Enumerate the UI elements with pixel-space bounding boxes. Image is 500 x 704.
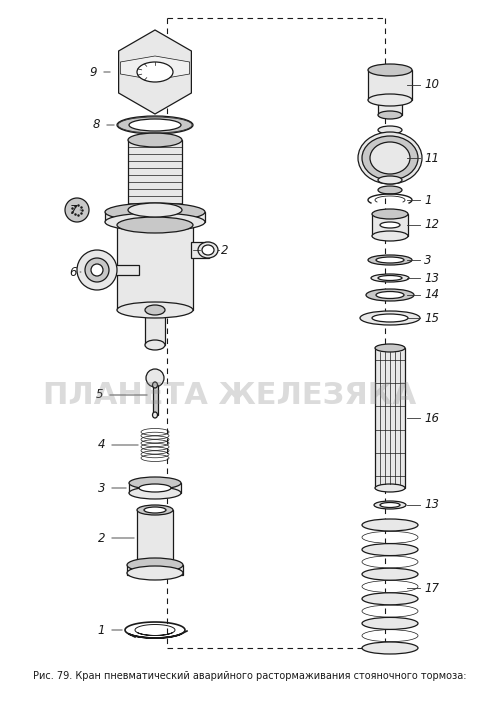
Bar xyxy=(372,214,408,236)
Ellipse shape xyxy=(105,213,205,231)
Text: 12: 12 xyxy=(424,218,439,232)
Ellipse shape xyxy=(362,617,418,629)
Ellipse shape xyxy=(362,519,418,531)
Ellipse shape xyxy=(137,505,173,515)
Text: 17: 17 xyxy=(424,582,439,594)
Text: 16: 16 xyxy=(424,412,439,425)
Ellipse shape xyxy=(152,412,158,418)
Ellipse shape xyxy=(372,314,408,322)
Bar xyxy=(368,70,412,100)
Ellipse shape xyxy=(117,302,193,318)
Text: 11: 11 xyxy=(424,151,439,165)
Ellipse shape xyxy=(198,242,218,258)
Text: 3: 3 xyxy=(98,482,105,494)
Ellipse shape xyxy=(117,217,193,233)
Bar xyxy=(375,348,405,488)
Ellipse shape xyxy=(362,543,418,555)
Ellipse shape xyxy=(368,94,412,106)
Circle shape xyxy=(85,258,109,282)
Ellipse shape xyxy=(380,503,400,508)
Bar xyxy=(137,510,173,567)
Bar xyxy=(191,242,209,258)
Text: 13: 13 xyxy=(424,272,439,284)
Ellipse shape xyxy=(378,126,402,134)
Ellipse shape xyxy=(128,133,182,147)
Ellipse shape xyxy=(378,111,402,119)
Ellipse shape xyxy=(366,289,414,301)
Text: Рис. 79. Кран пневматический аварийного растормаживания стояночного тормоза:: Рис. 79. Кран пневматический аварийного … xyxy=(33,671,467,681)
Text: 3: 3 xyxy=(424,253,432,267)
Bar xyxy=(152,385,158,415)
Circle shape xyxy=(91,264,103,276)
Ellipse shape xyxy=(380,222,400,228)
Ellipse shape xyxy=(378,186,402,194)
Ellipse shape xyxy=(137,62,173,82)
Text: 1: 1 xyxy=(424,194,432,206)
Circle shape xyxy=(146,369,164,387)
Ellipse shape xyxy=(152,382,158,388)
Ellipse shape xyxy=(144,507,166,513)
Text: 15: 15 xyxy=(424,311,439,325)
Bar xyxy=(378,100,402,115)
Polygon shape xyxy=(118,30,192,114)
Ellipse shape xyxy=(129,487,181,499)
Text: 2: 2 xyxy=(221,244,228,256)
Text: ПЛАНЕТА ЖЕЛЕЗЯКА: ПЛАНЕТА ЖЕЛЕЗЯКА xyxy=(44,380,416,410)
Ellipse shape xyxy=(376,257,404,263)
Ellipse shape xyxy=(370,142,410,174)
Circle shape xyxy=(65,198,89,222)
Ellipse shape xyxy=(362,593,418,605)
Ellipse shape xyxy=(372,209,408,219)
Text: 10: 10 xyxy=(424,79,439,92)
Ellipse shape xyxy=(117,116,193,134)
Ellipse shape xyxy=(375,344,405,352)
Ellipse shape xyxy=(145,305,165,315)
Circle shape xyxy=(77,250,117,290)
Ellipse shape xyxy=(378,176,402,184)
Text: 7: 7 xyxy=(70,203,77,217)
Ellipse shape xyxy=(358,132,422,184)
Text: 6: 6 xyxy=(70,265,77,279)
Ellipse shape xyxy=(105,203,205,221)
Ellipse shape xyxy=(145,340,165,350)
Ellipse shape xyxy=(375,484,405,492)
Ellipse shape xyxy=(129,119,181,131)
Text: 8: 8 xyxy=(92,118,100,132)
Ellipse shape xyxy=(362,568,418,580)
Bar xyxy=(129,483,181,493)
Ellipse shape xyxy=(362,136,418,180)
Ellipse shape xyxy=(139,484,171,492)
Bar xyxy=(117,225,193,310)
Text: 5: 5 xyxy=(96,389,103,401)
Ellipse shape xyxy=(360,311,420,325)
Text: 13: 13 xyxy=(424,498,439,512)
Ellipse shape xyxy=(137,562,173,572)
Bar xyxy=(145,310,165,345)
Text: 14: 14 xyxy=(424,289,439,301)
Ellipse shape xyxy=(127,566,183,580)
Ellipse shape xyxy=(376,291,404,298)
Bar xyxy=(378,170,402,180)
Ellipse shape xyxy=(374,501,406,509)
Text: 1: 1 xyxy=(98,624,105,636)
Ellipse shape xyxy=(127,558,183,572)
Ellipse shape xyxy=(362,642,418,654)
Ellipse shape xyxy=(128,203,182,217)
Ellipse shape xyxy=(371,274,409,282)
Ellipse shape xyxy=(368,255,412,265)
Bar xyxy=(128,140,182,210)
Bar xyxy=(127,565,183,575)
Bar xyxy=(105,212,205,222)
Ellipse shape xyxy=(372,231,408,241)
Text: 2: 2 xyxy=(98,532,105,544)
Text: 4: 4 xyxy=(98,439,105,451)
Text: 9: 9 xyxy=(90,65,97,79)
Ellipse shape xyxy=(368,64,412,76)
Bar xyxy=(115,265,139,275)
Ellipse shape xyxy=(129,477,181,489)
Ellipse shape xyxy=(202,245,214,255)
Ellipse shape xyxy=(378,275,402,280)
Polygon shape xyxy=(120,56,190,80)
